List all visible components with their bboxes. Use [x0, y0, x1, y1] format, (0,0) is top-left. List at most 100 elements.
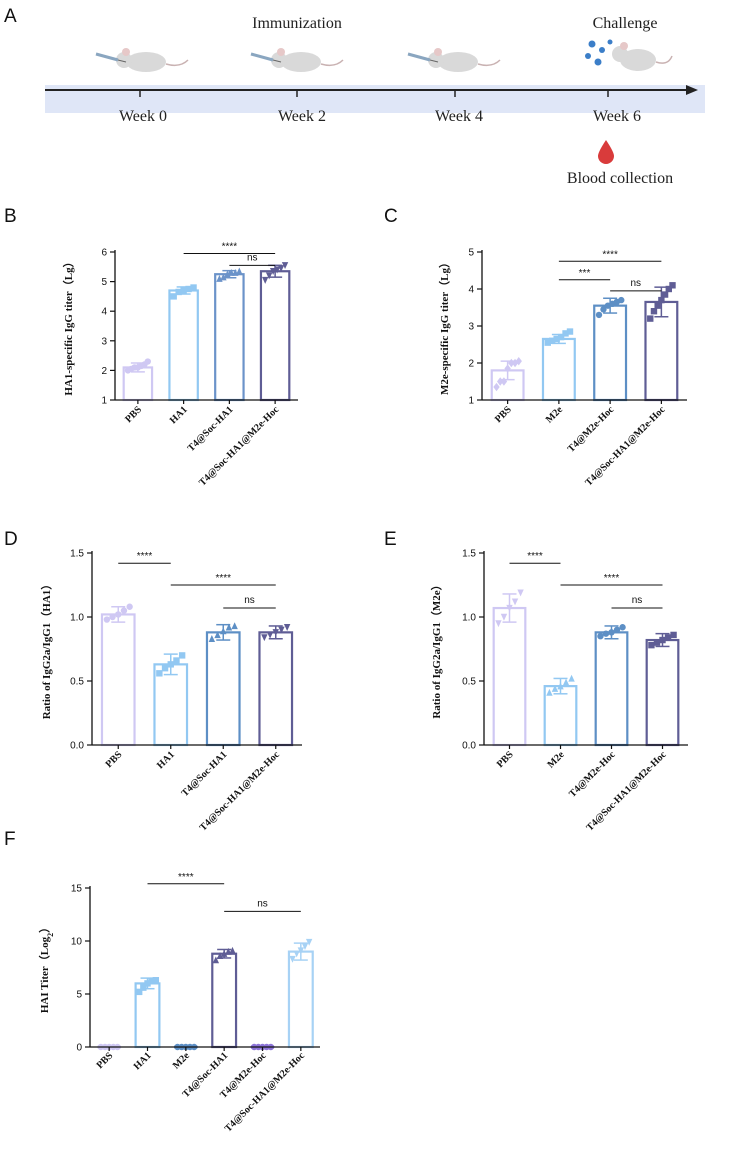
data-point: [135, 988, 143, 996]
bar: [287, 950, 314, 1049]
data-point: [597, 633, 604, 640]
y-tick-label: 0.0: [70, 741, 84, 752]
bar: [100, 613, 136, 747]
y-tick-label: 0.0: [462, 741, 476, 752]
data-point: [670, 631, 677, 639]
data-point: [109, 613, 116, 621]
data-point: [167, 661, 174, 668]
significance-label: ****: [137, 551, 153, 562]
data-point: [148, 978, 155, 985]
y-tick-label: 1: [468, 396, 474, 407]
y-tick-label: 1: [101, 396, 107, 407]
y-axis-label: HAI Titer（Log2）: [38, 922, 55, 1013]
data-point: [493, 382, 500, 392]
bar: [593, 304, 628, 402]
data-point: [546, 688, 553, 696]
x-category-label: T4@Soc-HA1@M2e-Hoc: [223, 1050, 308, 1135]
data-point: [190, 284, 197, 291]
x-category-label: HA1: [132, 1050, 154, 1072]
immunization-label: Immunization: [252, 15, 342, 32]
data-point: [562, 330, 569, 337]
y-tick-label: 2: [101, 366, 107, 377]
data-point: [152, 977, 160, 984]
data-point: [103, 616, 111, 623]
data-point: [120, 607, 128, 614]
x-category-label: T4@M2e-Hoc: [567, 749, 618, 800]
data-point: [281, 262, 289, 270]
data-point: [551, 684, 559, 692]
data-point: [557, 333, 565, 341]
bar: [168, 289, 199, 402]
data-point: [297, 947, 305, 955]
data-point: [180, 287, 187, 294]
data-point: [293, 950, 300, 958]
bar: [541, 337, 576, 402]
bar: [492, 606, 527, 747]
bar: [205, 631, 241, 747]
data-point: [289, 955, 296, 963]
panel-letter-d: D: [4, 529, 18, 550]
data-point: [170, 293, 177, 300]
data-point: [301, 943, 309, 950]
y-axis-label: Ratio of IgG2a/IgG1（M2e）: [430, 579, 443, 718]
data-point: [566, 328, 574, 335]
significance-label: ****: [178, 872, 194, 883]
blood-collection-label: Blood collection: [567, 170, 673, 187]
panel-letter-b: B: [4, 206, 17, 227]
data-point: [669, 282, 676, 289]
significance-label: ns: [247, 252, 258, 263]
bar: [645, 638, 680, 747]
data-point: [140, 984, 147, 991]
bar: [211, 952, 238, 1049]
y-tick-label: 5: [76, 990, 82, 1001]
data-point: [185, 285, 192, 293]
data-point: [602, 630, 610, 637]
x-category-label: HA1: [168, 404, 190, 426]
data-point: [658, 296, 665, 304]
data-point: [549, 337, 556, 344]
data-point: [236, 267, 243, 275]
y-axis-label: Ratio of IgG2a/IgG1（HA1）: [40, 579, 53, 720]
data-point: [214, 631, 221, 639]
y-tick-label: 5: [101, 277, 107, 288]
bar: [258, 631, 294, 747]
data-point: [619, 624, 626, 631]
data-point: [557, 682, 564, 690]
x-category-label: HA1: [155, 749, 177, 771]
data-point: [212, 956, 220, 964]
data-point: [225, 623, 233, 631]
y-tick-label: 1.0: [462, 613, 476, 624]
y-tick-label: 1.5: [462, 549, 476, 560]
significance-label: ***: [579, 268, 591, 279]
data-point: [277, 265, 285, 272]
y-tick-label: 2: [468, 359, 474, 370]
data-point: [517, 589, 524, 597]
mouse-syringe-icon: [250, 48, 344, 72]
y-tick-label: 4: [468, 285, 474, 296]
x-category-label: T4@Soc-HA1: [180, 749, 230, 799]
significance-label: ****: [604, 573, 620, 584]
challenge-label: Challenge: [593, 15, 658, 32]
data-point: [613, 626, 621, 633]
y-tick-label: 5: [468, 248, 474, 259]
panel-letter-f: F: [4, 829, 16, 850]
timeline-panel: A Immunization Challenge Week 0 Week 2 W…: [4, 6, 705, 187]
data-point: [265, 272, 273, 280]
significance-label: ****: [602, 249, 618, 260]
data-point: [208, 635, 216, 642]
data-point: [654, 302, 661, 309]
data-point: [229, 946, 236, 954]
y-axis-label: M2e-specific IgG titer（Lg）: [438, 257, 451, 395]
x-category-label: M2e: [544, 404, 566, 426]
data-point: [115, 611, 122, 618]
data-point: [220, 273, 227, 281]
data-point: [283, 624, 291, 631]
data-point: [506, 604, 513, 612]
x-category-label: M2e: [545, 749, 567, 771]
data-point: [562, 678, 570, 686]
y-axis-label-main: HAI Titer（Log: [38, 936, 51, 1013]
